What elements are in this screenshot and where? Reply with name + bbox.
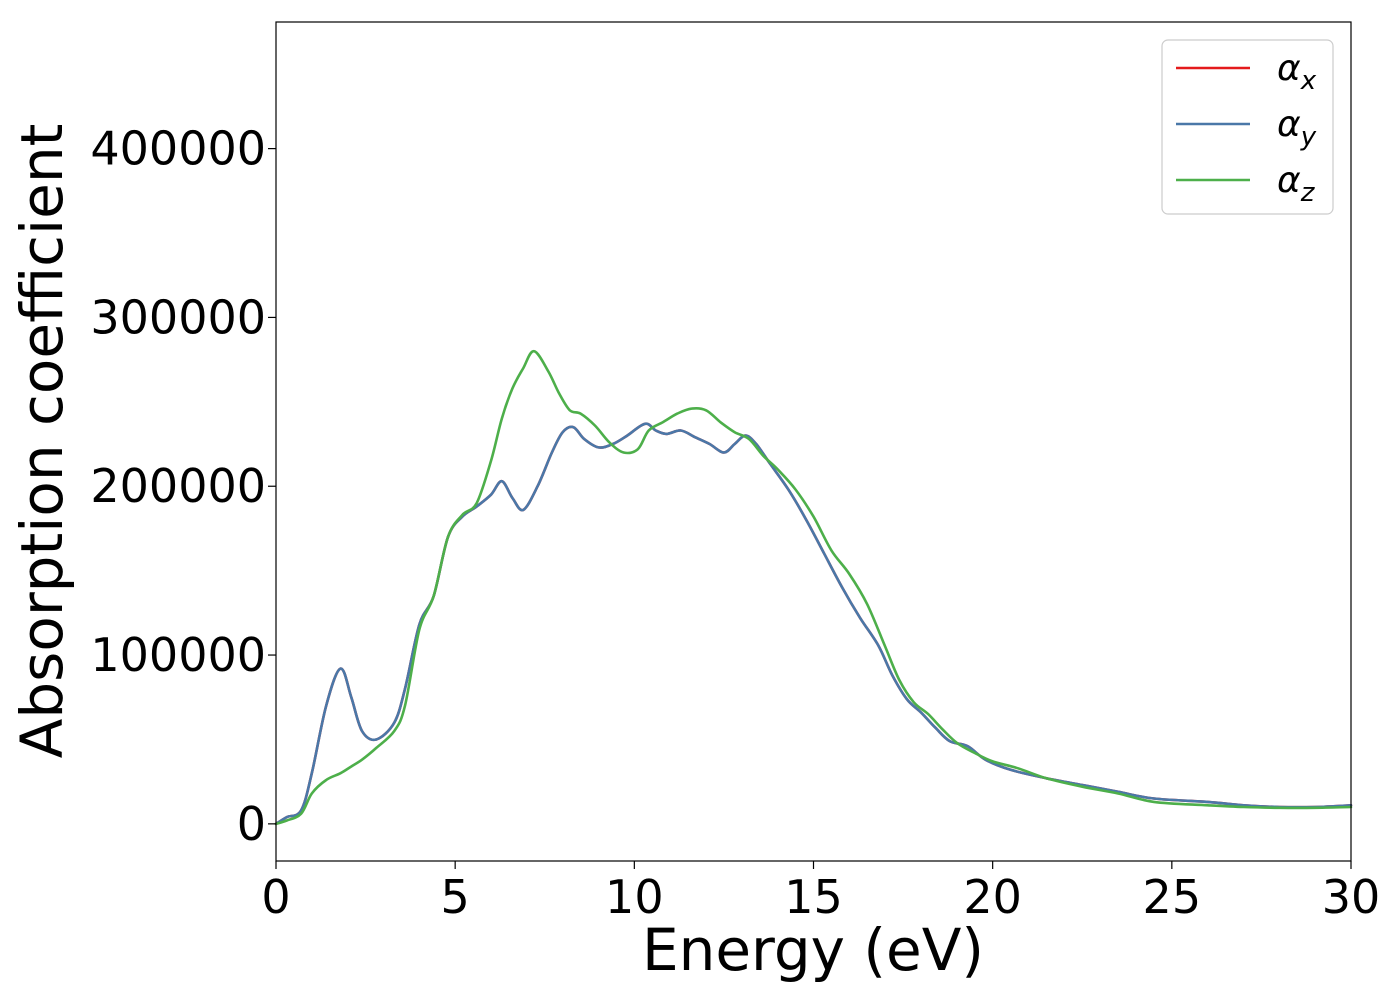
y-tick-label: 200000 <box>90 459 266 513</box>
legend-label-y: αy <box>1277 104 1317 152</box>
x-tick-label: 5 <box>441 870 470 924</box>
legend-label-x: αx <box>1277 48 1317 96</box>
y-axis-title: Absorption coefficient <box>8 124 76 759</box>
y-axis-ticks: 0 100000 200000 300000 400000 <box>90 122 276 851</box>
x-tick-label: 30 <box>1322 870 1381 924</box>
series-line-z <box>274 349 1353 826</box>
y-tick-label: 300000 <box>90 290 266 344</box>
y-tick-label: 400000 <box>90 122 266 176</box>
x-tick-label: 0 <box>261 870 290 924</box>
x-tick-label: 20 <box>963 870 1022 924</box>
series-layer <box>274 349 1353 826</box>
y-tick-label: 100000 <box>90 628 266 682</box>
x-tick-label: 25 <box>1143 870 1202 924</box>
x-tick-label: 10 <box>605 870 664 924</box>
legend-label-z: αz <box>1277 160 1316 208</box>
x-axis-title: Energy (eV) <box>642 916 984 984</box>
legend-box <box>1161 39 1334 215</box>
x-tick-label: 15 <box>784 870 843 924</box>
legend: αx αy αz <box>1161 39 1334 215</box>
x-axis-ticks: 0 5 10 15 20 25 30 <box>261 861 1380 924</box>
y-tick-label: 0 <box>237 797 266 851</box>
legend-items: αx αy αz <box>1176 48 1317 208</box>
